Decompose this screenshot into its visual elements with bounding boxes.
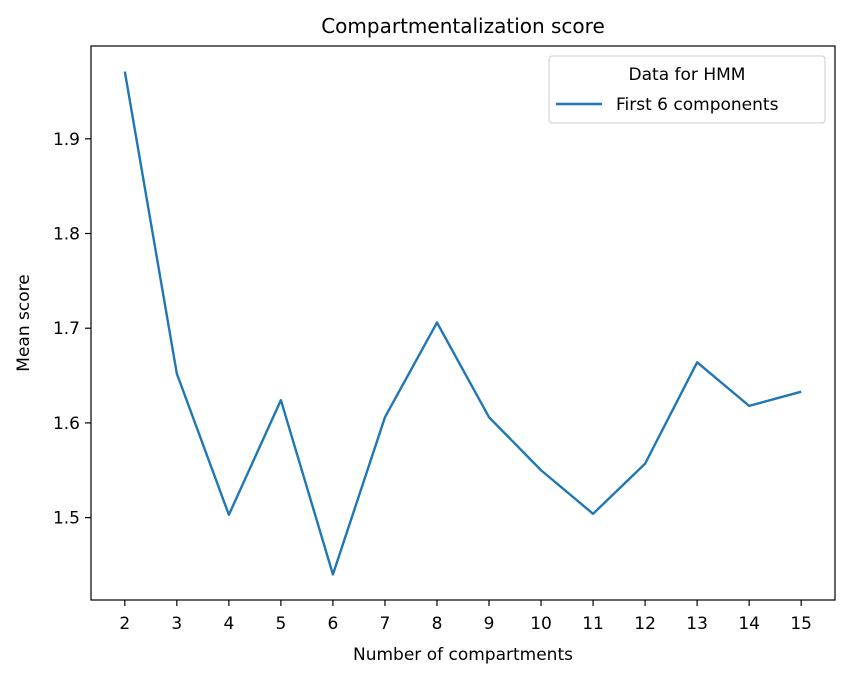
- chart-title: Compartmentalization score: [321, 14, 605, 38]
- y-axis: 1.5 1.6 1.7 1.8 1.9: [53, 130, 91, 529]
- x-tick-label: 2: [119, 614, 130, 634]
- x-tick-label: 5: [275, 614, 286, 634]
- x-tick-label: 12: [634, 614, 656, 634]
- series-line-first-6-components: [123, 71, 802, 576]
- y-axis-label: Mean score: [14, 274, 34, 371]
- legend-title: Data for HMM: [629, 65, 746, 85]
- y-tick-label: 1.8: [53, 225, 80, 245]
- x-tick-label: 9: [484, 614, 495, 634]
- x-axis: 2 3 4 5 6 7 8 9 10 11 12 13 14 15: [119, 600, 812, 634]
- x-tick-label: 15: [790, 614, 812, 634]
- x-tick-label: 4: [223, 614, 234, 634]
- plot-frame: [90, 45, 836, 601]
- legend: Data for HMM First 6 components: [548, 55, 826, 124]
- y-tick-label: 1.7: [53, 319, 80, 339]
- y-tick-label: 1.6: [53, 414, 80, 434]
- x-tick-label: 10: [530, 614, 552, 634]
- x-axis-label: Number of compartments: [353, 645, 573, 665]
- x-tick-label: 8: [432, 614, 443, 634]
- legend-entry-first-6-components: First 6 components: [616, 95, 779, 115]
- y-tick-label: 1.9: [53, 130, 80, 150]
- x-tick-label: 6: [328, 614, 339, 634]
- y-tick-label: 1.5: [53, 509, 80, 529]
- legend-box: [548, 55, 826, 124]
- x-tick-label: 11: [582, 614, 604, 634]
- x-tick-label: 3: [171, 614, 182, 634]
- x-tick-label: 14: [738, 614, 760, 634]
- series-layer: [123, 71, 802, 576]
- x-tick-label: 7: [380, 614, 391, 634]
- x-tick-label: 13: [686, 614, 708, 634]
